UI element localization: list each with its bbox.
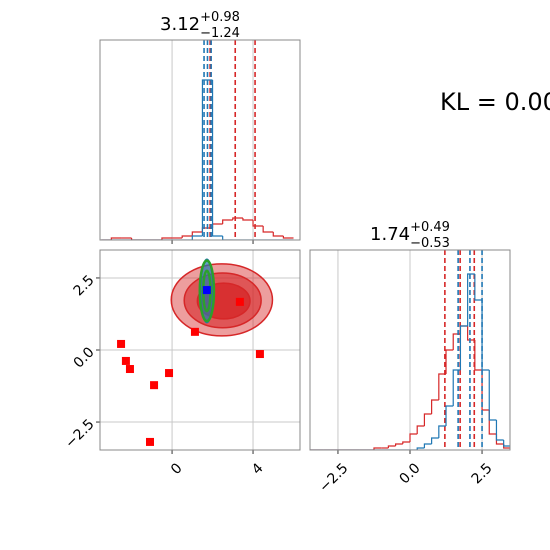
histogram-step bbox=[495, 420, 504, 441]
histogram-step bbox=[416, 447, 425, 450]
panel-title: 1.74+0.49 −0.53 bbox=[370, 220, 450, 251]
histogram-step bbox=[211, 223, 223, 228]
panel-frame bbox=[99, 249, 301, 451]
histogram-step bbox=[130, 238, 142, 240]
y-tick-label: 2.5 bbox=[71, 272, 98, 299]
histogram-step bbox=[431, 437, 439, 444]
x-tick-label: 2.5 bbox=[469, 460, 496, 487]
histogram-step bbox=[110, 237, 122, 240]
kl-annotation: KL = 0.00 bbox=[440, 88, 550, 116]
histogram-step bbox=[488, 370, 497, 421]
contour bbox=[198, 259, 216, 323]
histogram-step bbox=[242, 218, 254, 221]
histogram-step bbox=[222, 236, 233, 240]
scatter-point bbox=[150, 381, 159, 390]
histogram-step bbox=[272, 232, 284, 237]
scatter-point bbox=[190, 327, 199, 336]
histogram-step bbox=[445, 405, 454, 426]
scatter-point bbox=[202, 286, 211, 295]
histogram-step bbox=[262, 226, 274, 233]
panel bbox=[100, 250, 300, 450]
histogram-step bbox=[438, 373, 447, 400]
title-value: 3.12 bbox=[160, 14, 200, 35]
histogram-step bbox=[252, 220, 264, 227]
histogram-step bbox=[423, 413, 432, 426]
scatter-point bbox=[235, 297, 244, 306]
title-lower: −0.53 bbox=[410, 236, 450, 251]
histogram-step bbox=[282, 236, 294, 239]
histogram-step bbox=[181, 235, 193, 238]
x-tick-label: 0 bbox=[168, 460, 186, 478]
histogram-step bbox=[373, 447, 382, 450]
histogram-step bbox=[459, 325, 468, 370]
panel bbox=[101, 40, 294, 240]
histogram-step bbox=[416, 425, 425, 434]
histogram-step bbox=[211, 80, 223, 237]
x-tick-label: 0.0 bbox=[397, 460, 424, 487]
histogram-step bbox=[191, 231, 203, 236]
panel-title: 3.12+0.98 −1.24 bbox=[160, 10, 240, 41]
histogram-step bbox=[222, 219, 233, 224]
histogram-step bbox=[481, 300, 490, 371]
panel-frame bbox=[309, 249, 511, 451]
histogram-step bbox=[474, 274, 483, 301]
scatter-point bbox=[117, 339, 126, 348]
scatter-point bbox=[125, 365, 134, 374]
histogram-step bbox=[495, 434, 504, 445]
x-tick-label: 4 bbox=[249, 460, 267, 478]
panel bbox=[310, 250, 510, 450]
histogram-step bbox=[409, 433, 418, 442]
title-upper: +0.98 bbox=[200, 10, 240, 25]
histogram-step bbox=[438, 425, 447, 438]
histogram-step bbox=[503, 440, 510, 447]
histogram-step bbox=[402, 441, 410, 444]
histogram-step bbox=[232, 217, 243, 220]
histogram-step bbox=[394, 443, 403, 446]
histogram-step bbox=[459, 325, 468, 334]
title-lower: −1.24 bbox=[200, 26, 240, 41]
histogram-step bbox=[423, 443, 432, 448]
histogram-step bbox=[431, 399, 439, 414]
histogram-step bbox=[474, 340, 483, 371]
histogram-step bbox=[201, 79, 213, 236]
histogram-step bbox=[445, 349, 454, 374]
histogram-step bbox=[161, 237, 173, 240]
histogram-step bbox=[467, 273, 475, 326]
title-value: 1.74 bbox=[370, 224, 410, 245]
scatter-point bbox=[121, 356, 130, 365]
histogram-step bbox=[387, 445, 396, 448]
histogram-step bbox=[488, 410, 497, 435]
scatter-point bbox=[146, 437, 154, 446]
x-tick-label: −2.5 bbox=[316, 460, 351, 495]
histogram-step bbox=[191, 235, 203, 240]
y-tick-label: 0.0 bbox=[71, 344, 98, 371]
panel-frame bbox=[99, 39, 301, 241]
histogram-step bbox=[467, 326, 475, 341]
histogram-step bbox=[481, 370, 490, 411]
title-upper: +0.49 bbox=[410, 220, 450, 235]
y-tick-label: −2.5 bbox=[62, 416, 97, 451]
scatter-point bbox=[165, 369, 174, 378]
scatter-point bbox=[255, 350, 264, 359]
